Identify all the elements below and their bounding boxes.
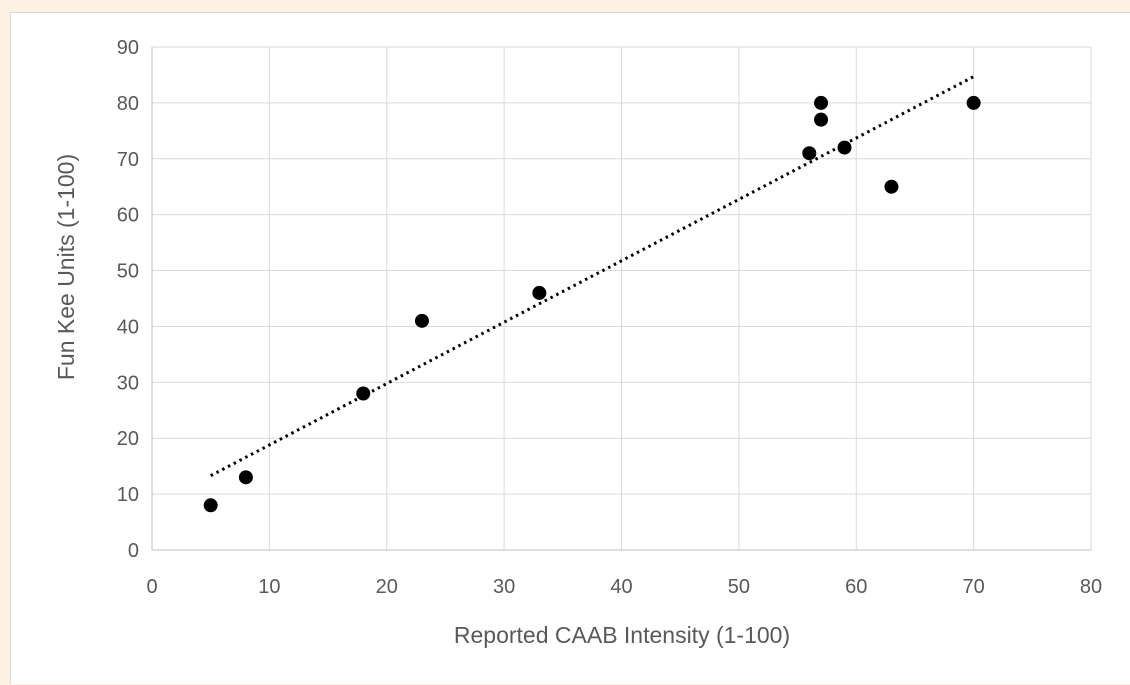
data-point [356, 386, 371, 401]
y-tick-label: 70 [117, 149, 139, 171]
x-axis-title: Reported CAAB Intensity (1-100) [454, 622, 790, 648]
y-tick-label: 0 [128, 540, 139, 562]
y-tick-label: 40 [117, 316, 139, 338]
data-point [203, 498, 218, 513]
x-tick-label: 30 [493, 576, 515, 598]
y-tick-label: 30 [117, 372, 139, 394]
tick-labels: 0 10 20 30 40 50 60 70 80 90 0 10 20 30 40 50 60 70 80 [117, 37, 1102, 598]
x-tick-label: 50 [728, 576, 750, 598]
linear-trendline [209, 75, 975, 477]
x-tick-label: 20 [376, 576, 398, 598]
x-tick-label: 80 [1080, 576, 1102, 598]
x-tick-label: 0 [146, 576, 157, 598]
trendline [209, 75, 975, 477]
y-tick-label: 20 [117, 428, 139, 450]
data-point [414, 313, 429, 328]
data-point [814, 95, 829, 110]
y-tick-label: 90 [117, 37, 139, 59]
y-tick-label: 60 [117, 205, 139, 227]
data-point [802, 146, 817, 161]
chart-frame: 0 10 20 30 40 50 60 70 80 90 0 10 20 30 40 50 60 70 80 Rep… [10, 12, 1130, 684]
x-tick-label: 10 [258, 576, 280, 598]
data-point [966, 95, 981, 110]
x-tick-label: 60 [845, 576, 867, 598]
x-tick-label: 40 [610, 576, 632, 598]
y-axis-title: Fun Kee Units (1-100) [53, 154, 79, 380]
y-tick-label: 50 [117, 261, 139, 283]
data-point [814, 112, 829, 127]
y-tick-label: 80 [117, 93, 139, 115]
data-point [884, 179, 899, 194]
data-point [532, 285, 547, 300]
data-point [837, 140, 852, 155]
axes [151, 47, 1091, 551]
x-tick-label: 70 [963, 576, 985, 598]
data-points [203, 95, 981, 513]
gridlines [152, 46, 1092, 550]
scatter-chart: 0 10 20 30 40 50 60 70 80 90 0 10 20 30 40 50 60 70 80 Rep… [53, 37, 1102, 648]
y-tick-label: 10 [117, 484, 139, 506]
data-point [238, 470, 253, 485]
